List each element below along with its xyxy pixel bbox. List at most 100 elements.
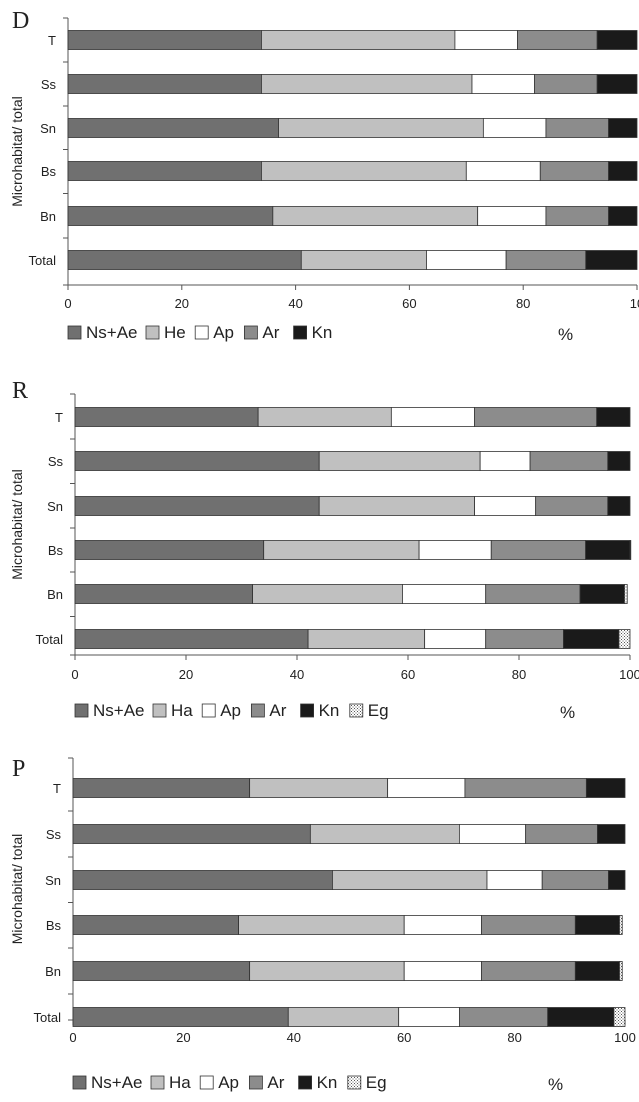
- legend-label: Kn: [319, 701, 340, 720]
- legend-label: Ar: [269, 701, 286, 720]
- x-tick-label: 80: [516, 296, 530, 311]
- bar-segment-ha: [309, 824, 460, 844]
- legend-swatch: [293, 325, 308, 340]
- legend-swatch: [250, 703, 265, 718]
- chart-panel-d: D 0 20 40 60 80 10 Microhabitat/ total T Ss Sn Bs Bn…: [9, 8, 639, 344]
- bar-segment-ns-ae: [72, 1007, 289, 1027]
- bar-segment-ap: [471, 74, 535, 94]
- bar-segment-ns-ae: [72, 961, 251, 981]
- bar-segment-ha: [238, 915, 405, 935]
- legend-label: Ap: [213, 323, 234, 342]
- bar-segment-eg: [619, 915, 623, 935]
- bar-segment-ns-ae: [67, 30, 262, 50]
- bar-segment-kn: [563, 629, 620, 649]
- bar-segment-ap: [477, 206, 547, 226]
- bar-segment-ap: [402, 584, 487, 604]
- bar-segment-he: [261, 161, 467, 181]
- bar-segment-kn: [607, 496, 631, 516]
- y-axis-label: Microhabitat/ total: [9, 834, 25, 945]
- bar-segment-ns-ae: [72, 778, 251, 798]
- bar-segment-he: [261, 30, 456, 50]
- bar-segment-ha: [287, 1007, 400, 1027]
- bar-segment-ar: [517, 30, 598, 50]
- category-label: Sn: [40, 121, 56, 136]
- x-axis-unit-label: %: [560, 703, 575, 722]
- bar-segment-ap: [479, 451, 531, 471]
- panel-letter: R: [12, 378, 28, 404]
- x-tick-label: 20: [179, 667, 193, 682]
- bar-segment-ha: [252, 584, 403, 604]
- bar-segment-ar: [525, 824, 598, 844]
- bar-segment-kn: [547, 1007, 615, 1027]
- bar-segment-ns-ae: [74, 407, 259, 427]
- legend-swatch: [194, 325, 209, 340]
- x-tick-label: 100: [619, 667, 639, 682]
- bar-segment-he: [272, 206, 479, 226]
- bar-segment-ns-ae: [74, 584, 254, 604]
- y-axis-label: Microhabitat/ total: [9, 469, 25, 580]
- bar-segment-ns-ae: [67, 118, 279, 138]
- legend-swatch: [74, 703, 89, 718]
- bar-segment-eg: [619, 961, 623, 981]
- bar-segment-ns-ae: [67, 161, 262, 181]
- bar-segment-ns-ae: [67, 250, 302, 270]
- x-tick-label: 40: [287, 1030, 301, 1045]
- bar-segment-ap: [486, 870, 543, 890]
- x-tick-label: 100: [614, 1030, 636, 1045]
- bar-segment-ap: [465, 161, 541, 181]
- bar-segment-kn: [596, 30, 638, 50]
- bar-segment-kn: [607, 451, 631, 471]
- category-label: Ss: [41, 77, 57, 92]
- x-tick-label: 60: [397, 1030, 411, 1045]
- legend-label: Ar: [267, 1073, 284, 1092]
- bar-segment-ap: [474, 496, 537, 516]
- bar-segment-ar: [545, 206, 609, 226]
- bar-segment-eg: [629, 540, 632, 560]
- bar-segment-ns-ae: [74, 451, 320, 471]
- x-tick-label: 0: [64, 296, 71, 311]
- category-label: T: [53, 781, 61, 796]
- legend-swatch: [199, 1075, 214, 1090]
- bar-segment-kn: [596, 74, 638, 94]
- bar-segment-kn: [574, 915, 620, 935]
- bar-segment-he: [300, 250, 427, 270]
- bar-segment-kn: [597, 824, 626, 844]
- bar-segment-ap: [458, 824, 527, 844]
- bar-segment-ap: [403, 915, 482, 935]
- bar-segment-ha: [257, 407, 392, 427]
- category-label: Bn: [47, 587, 63, 602]
- bar-segment-ap: [454, 30, 518, 50]
- legend-swatch: [248, 1075, 263, 1090]
- bar-segment-ar: [539, 161, 609, 181]
- category-label: Sn: [47, 499, 63, 514]
- bar-segment-ar: [535, 496, 609, 516]
- bar-segment-ns-ae: [74, 540, 265, 560]
- legend-swatch: [349, 703, 364, 718]
- legend-swatch: [150, 1075, 165, 1090]
- bar-segment-ar: [541, 870, 609, 890]
- x-axis-unit-label: %: [548, 1075, 563, 1094]
- bar-segment-ap: [398, 1007, 460, 1027]
- bar-segment-kn: [608, 206, 638, 226]
- x-tick-label: 0: [71, 667, 78, 682]
- legend-swatch: [72, 1075, 87, 1090]
- bar-segment-ns-ae: [72, 870, 333, 890]
- bar-segment-ha: [307, 629, 426, 649]
- bar-segment-kn: [585, 540, 631, 560]
- bar-segment-ar: [485, 584, 581, 604]
- category-label: T: [55, 410, 63, 425]
- bar-segment-ar: [529, 451, 609, 471]
- legend-swatch: [300, 703, 315, 718]
- legend-swatch: [243, 325, 258, 340]
- bar-segment-he: [261, 74, 473, 94]
- x-tick-label: 0: [69, 1030, 76, 1045]
- legend-label: Ar: [262, 323, 279, 342]
- bar-segment-ap: [403, 961, 482, 981]
- category-label: Ss: [46, 827, 62, 842]
- bar-segment-ap: [418, 540, 492, 560]
- bar-segment-ha: [332, 870, 488, 890]
- legend-label: Eg: [368, 701, 389, 720]
- legend-swatch: [347, 1075, 362, 1090]
- bar-segment-eg: [618, 629, 631, 649]
- legend-swatch: [67, 325, 82, 340]
